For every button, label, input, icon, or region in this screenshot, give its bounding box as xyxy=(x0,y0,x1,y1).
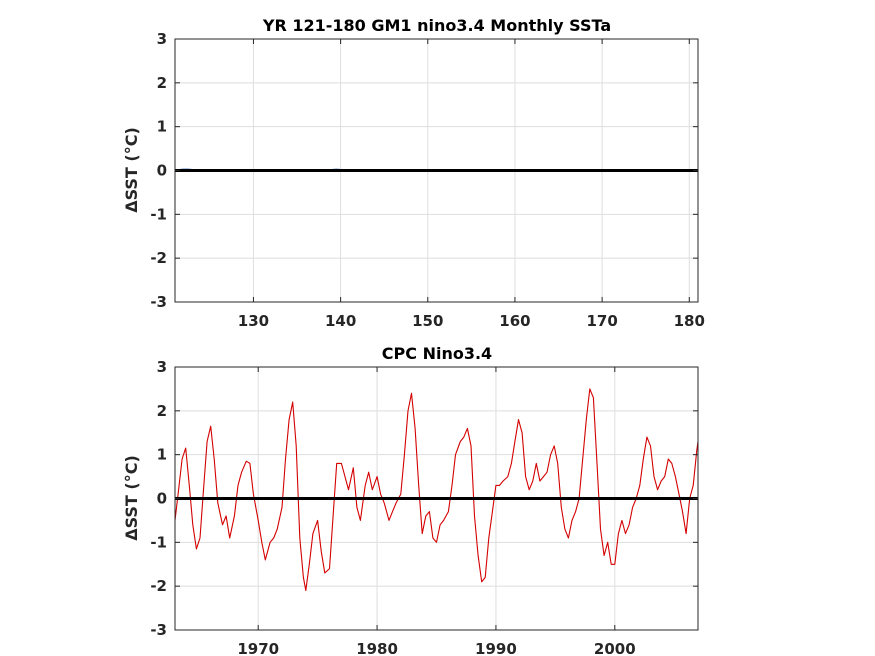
x-tick-label: 150 xyxy=(412,312,443,330)
plot-area: 1970 1980 1990 2000 -3 -2 -1 0 1 2 3 xyxy=(150,358,699,656)
x-tick-label: 1980 xyxy=(356,640,398,656)
x-tick-label: 170 xyxy=(586,312,617,330)
y-tick-label: 3 xyxy=(157,30,167,48)
y-tick-label: -2 xyxy=(150,249,167,267)
series-line xyxy=(174,388,699,592)
y-tick-label: -2 xyxy=(150,577,167,595)
bottom-panel-cpc-nino34: CPC Nino3.4 ΔSST (°C) 1970 1980 1990 2000 -3… xyxy=(122,344,699,656)
y-tick-label: -1 xyxy=(150,205,167,223)
y-tick-label: -1 xyxy=(150,533,167,551)
chart-title: YR 121-180 GM1 nino3.4 Monthly SSTa xyxy=(262,16,611,35)
y-tick-label: 0 xyxy=(157,162,167,180)
y-tick-label: -3 xyxy=(150,293,167,311)
y-axis-label: ΔSST (°C) xyxy=(122,127,141,213)
y-axis-label: ΔSST (°C) xyxy=(122,455,141,541)
x-tick-label: 140 xyxy=(325,312,356,330)
x-tick-label: 130 xyxy=(238,312,269,330)
y-tick-label: 1 xyxy=(157,118,167,136)
y-tick-label: 0 xyxy=(157,490,167,508)
y-tick-label: 2 xyxy=(157,74,167,92)
x-tick-label: 180 xyxy=(674,312,705,330)
x-tick-label: 1990 xyxy=(475,640,517,656)
y-tick-label: 3 xyxy=(157,358,167,376)
y-tick-label: 2 xyxy=(157,402,167,420)
x-tick-label: 160 xyxy=(499,312,530,330)
top-panel-gm1-nino34: YR 121-180 GM1 nino3.4 Monthly SSTa ΔSST… xyxy=(122,16,705,330)
plot-area: 130 140 150 160 170 180 -3 -2 -1 0 1 2 3 xyxy=(150,30,705,330)
chart-title: CPC Nino3.4 xyxy=(382,344,492,363)
y-tick-label: 1 xyxy=(157,446,167,464)
x-tick-label: 2000 xyxy=(594,640,636,656)
x-tick-label: 1970 xyxy=(237,640,279,656)
y-tick-label: -3 xyxy=(150,621,167,639)
